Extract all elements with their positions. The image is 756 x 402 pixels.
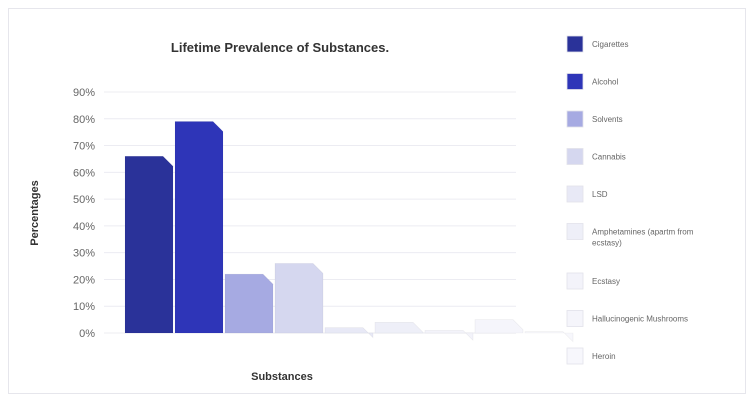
y-tick-label: 30%	[73, 248, 95, 260]
bar-3	[224, 273, 274, 334]
y-tick-label: 40%	[73, 221, 95, 233]
legend-label: Heroin	[592, 352, 616, 361]
bar-9	[524, 331, 574, 343]
y-tick-label: 60%	[73, 167, 95, 179]
bar-1	[124, 155, 174, 334]
bar-4	[274, 263, 324, 334]
bar-2	[174, 121, 224, 334]
y-tick-label: 20%	[73, 274, 95, 286]
y-axis-title: Percentages	[29, 180, 41, 245]
legend-swatch	[566, 347, 584, 365]
legend-label: Cigarettes	[592, 40, 628, 49]
legend-label: Amphetamines (apartm from ecstasy)	[592, 228, 694, 248]
legend-label: Cannabis	[592, 153, 626, 162]
legend-swatch	[566, 185, 584, 203]
chart-title: Lifetime Prevalence of Substances.	[171, 40, 389, 55]
bar-7	[424, 330, 474, 342]
y-tick-label: 80%	[73, 114, 95, 126]
legend-swatch	[566, 35, 584, 53]
bars	[124, 121, 574, 343]
x-axis-title: Substances	[251, 371, 313, 383]
y-axis-ticks: 0% 10% 20% 30% 40% 50% 60% 70% 80% 90%	[73, 87, 95, 340]
legend-swatch	[566, 73, 584, 90]
y-tick-label: 90%	[73, 87, 95, 99]
y-tick-label: 50%	[73, 194, 95, 206]
legend-swatch	[566, 272, 584, 290]
y-tick-label: 0%	[79, 328, 95, 340]
bar-5	[324, 327, 374, 339]
legend-swatch	[566, 110, 584, 128]
legend-label: LSD	[592, 190, 608, 199]
bar-6	[374, 321, 424, 334]
y-tick-label: 10%	[73, 301, 95, 313]
legend-label: Alcohol	[592, 78, 618, 87]
legend-label: Hallucinogenic Mushrooms	[592, 315, 688, 324]
legend: Cigarettes Alcohol Solvents Cannabis LSD Amph…	[566, 35, 694, 365]
legend-swatch	[566, 310, 584, 327]
legend-swatch	[566, 148, 584, 165]
legend-swatch	[566, 223, 584, 240]
legend-label: Ecstasy	[592, 277, 620, 286]
bar-8	[474, 319, 524, 334]
y-tick-label: 70%	[73, 141, 95, 153]
legend-label: Solvents	[592, 115, 623, 124]
